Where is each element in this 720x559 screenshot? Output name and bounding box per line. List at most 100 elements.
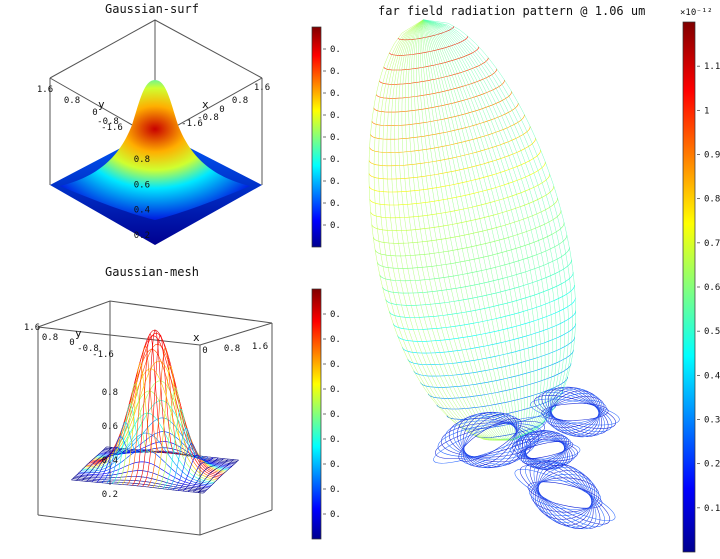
chart-title: Gaussian-mesh <box>105 265 199 279</box>
side-lobe-ring <box>514 436 576 464</box>
side-lobe-ring <box>537 392 613 432</box>
x-tick-label: 1.6 <box>254 83 270 93</box>
colorbar-tick-label: 0.8 <box>330 335 340 345</box>
lobe-meridian <box>423 19 550 441</box>
lobe-meridian <box>423 19 514 441</box>
x-tick-label: -1.6 <box>181 119 203 129</box>
side-lobe-ring <box>530 477 600 513</box>
lobe-meridian <box>423 19 516 441</box>
lobe-meridian <box>423 19 573 441</box>
colorbar-tick-label: 0.8 <box>330 67 340 77</box>
colorbar-tick-label: 0.5 <box>330 410 340 420</box>
y-axis-label: y <box>98 98 105 111</box>
side-lobe-ring <box>514 469 616 521</box>
colorbar-tick-label: 0.9 <box>704 151 720 161</box>
mesh-line <box>91 448 128 483</box>
mesh-line <box>152 366 188 488</box>
lobe-meridian <box>423 19 542 441</box>
side-lobe-ring <box>541 389 609 435</box>
y-tick-labels: -1.6-0.80 0.8 1.6 <box>37 85 123 133</box>
side-lobe-ring <box>543 399 607 425</box>
chart-title: far field radiation pattern @ 1.06 um <box>378 4 646 18</box>
side-lobe-ring <box>437 422 543 458</box>
colorbar-tick-label: 0.7 <box>330 360 340 370</box>
side-lobe-ring <box>516 440 574 460</box>
mesh-line <box>162 408 199 489</box>
side-lobe-ring <box>518 437 572 463</box>
mesh-line <box>177 454 214 491</box>
lobe-meridian <box>423 19 561 441</box>
lobe-meridian <box>386 19 513 441</box>
side-lobe-ring <box>541 403 609 421</box>
x-tick-labels: 0 0.8 1.6 <box>202 342 268 356</box>
side-lobes-wireframe <box>433 386 620 530</box>
gaussian-surf-panel: Gaussian-surf <box>0 0 340 270</box>
mesh-line <box>71 446 107 481</box>
x-tick-label: 0.8 <box>232 96 248 106</box>
mesh-line <box>86 448 122 482</box>
y-tick-labels: 1.60.8 0-0.8-1.6 <box>24 323 114 360</box>
lobe-meridian <box>373 19 513 441</box>
side-lobe-ring <box>463 413 517 467</box>
colorbar-tick-label: 0.7 <box>330 89 340 99</box>
colorbar-tick-labels: 0.1 0.2 0.3 0.4 0.5 0.6 0.7 0.8 0.9 1 1.1 <box>697 62 720 514</box>
colorbar-tick-label: 0.1 <box>330 510 340 520</box>
colorbar-tick-label: 1 <box>704 106 709 116</box>
lobe-meridian <box>368 19 513 441</box>
side-lobe-ring <box>550 387 600 437</box>
lobe-ring <box>368 126 531 167</box>
side-lobe-ring <box>530 398 620 426</box>
colorbar <box>682 21 696 553</box>
lobe-meridian <box>423 19 565 441</box>
colorbar-tick-label: 0.1 <box>330 221 340 231</box>
side-lobe-ring <box>537 464 593 526</box>
lobe-ring <box>385 259 572 306</box>
side-lobe-ring <box>534 470 596 520</box>
x-tick-label: -0.8 <box>197 113 219 123</box>
z-tick-label: 0.8 <box>102 388 118 398</box>
mesh-line <box>76 447 112 481</box>
x-tick-label: 0.8 <box>224 344 240 354</box>
colorbar <box>311 288 322 540</box>
y-tick-label: -0.8 <box>97 117 119 127</box>
y-tick-label: 1.6 <box>24 323 40 333</box>
colorbar-tick-label: 0.4 <box>330 435 340 445</box>
mesh-line <box>121 362 158 485</box>
mesh-line <box>116 383 153 485</box>
mesh-wireframe <box>71 329 239 494</box>
colorbar-tick-label: 0.6 <box>704 283 720 293</box>
lobe-meridian <box>423 19 517 441</box>
colorbar <box>311 26 322 248</box>
lobe-meridian <box>401 19 513 441</box>
colorbar-tick-label: 0.8 <box>704 195 720 205</box>
side-lobe-ring <box>534 395 616 429</box>
y-tick-label: 0 <box>69 338 74 348</box>
lobe-meridian <box>415 19 513 441</box>
x-axis-label: x <box>193 331 200 344</box>
colorbar-tick-label: 0.5 <box>330 133 340 143</box>
far-field-plot: ×10⁻¹² 0.1 0.2 0.3 0.4 0.5 0.6 0.7 0.8 0.9 1 1.1 <box>368 8 720 553</box>
colorbar-tick-label: 0.3 <box>330 460 340 470</box>
side-lobe-ring <box>457 413 523 467</box>
lobe-ring <box>397 297 576 342</box>
side-lobe-ring <box>519 465 611 525</box>
lobe-meridian <box>423 19 576 441</box>
side-lobe-ring <box>525 430 565 470</box>
lobe-meridian <box>398 19 513 441</box>
colorbar-tick-label: 0.2 <box>704 460 720 470</box>
side-lobe-ring <box>435 420 545 460</box>
y-tick-label: 0.8 <box>64 96 80 106</box>
z-tick-label: 0.2 <box>102 490 118 500</box>
lobe-ring <box>373 80 505 113</box>
lobe-meridian <box>413 19 513 441</box>
side-lobe-ring <box>536 467 594 523</box>
side-lobe-ring <box>549 390 601 434</box>
lobe-meridian <box>423 19 525 441</box>
lobe-meridian <box>423 19 513 441</box>
chart-title: Gaussian-surf <box>105 2 199 16</box>
mesh-line <box>147 347 183 488</box>
lobe-meridian <box>418 19 513 441</box>
mesh-line <box>198 459 234 493</box>
lobe-meridian <box>404 19 513 441</box>
z-tick-labels: 0.2 0.4 0.6 0.8 <box>134 155 150 241</box>
